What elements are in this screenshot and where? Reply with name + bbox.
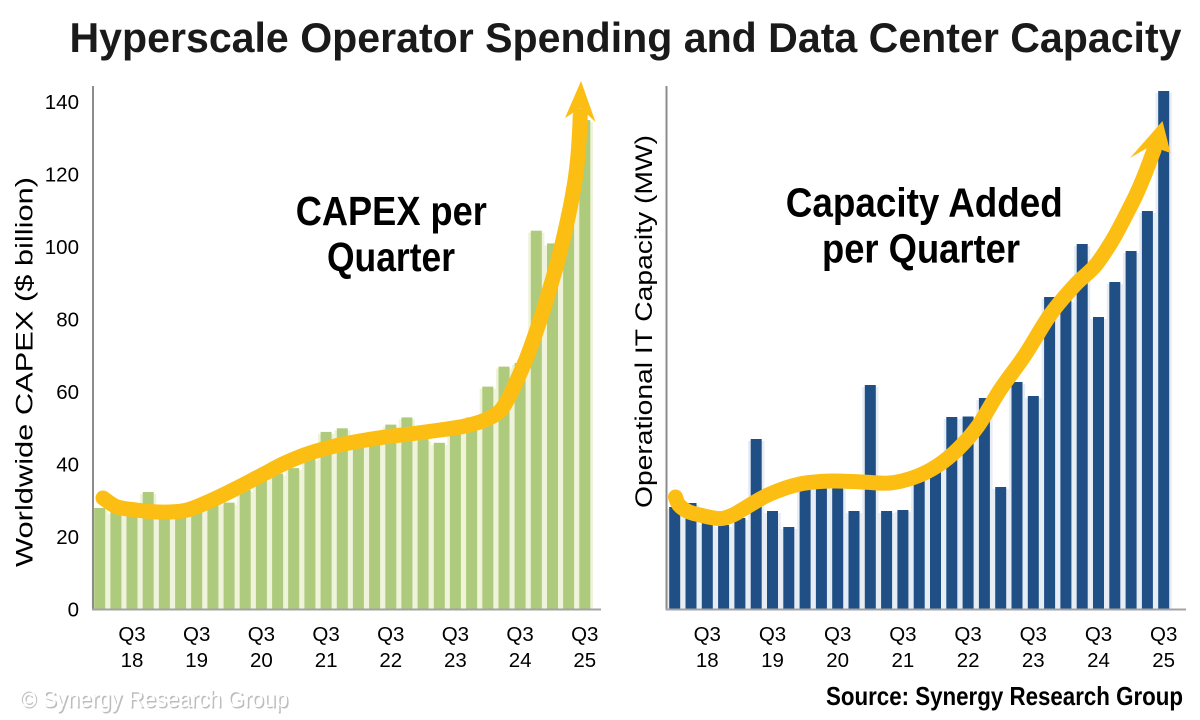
svg-text:18: 18 [696,649,719,672]
svg-text:Q3: Q3 [312,623,339,646]
svg-text:per Quarter: per Quarter [822,226,1020,272]
svg-text:Q3: Q3 [183,623,210,646]
svg-text:22: 22 [379,649,402,672]
svg-text:23: 23 [1022,649,1045,672]
svg-text:Q3: Q3 [442,623,469,646]
svg-text:19: 19 [761,649,784,672]
svg-text:25: 25 [573,649,596,672]
svg-text:20: 20 [56,526,79,549]
svg-text:Source: Synergy Research Group: Source: Synergy Research Group [826,681,1183,711]
svg-text:21: 21 [315,649,338,672]
svg-text:60: 60 [56,381,79,404]
svg-text:Hyperscale Operator Spending a: Hyperscale Operator Spending and Data Ce… [70,14,1183,61]
svg-text:Q3: Q3 [759,623,786,646]
svg-text:18: 18 [121,649,144,672]
svg-text:Q3: Q3 [694,623,721,646]
svg-text:Q3: Q3 [1020,623,1047,646]
svg-text:Quarter: Quarter [327,234,455,280]
svg-text:100: 100 [45,236,79,259]
svg-text:21: 21 [891,649,914,672]
svg-text:Worldwide CAPEX ($ billion): Worldwide CAPEX ($ billion) [12,177,39,567]
svg-text:19: 19 [185,649,208,672]
svg-text:40: 40 [56,454,79,477]
svg-text:Q3: Q3 [954,623,981,646]
svg-text:24: 24 [509,649,532,672]
svg-text:Capacity Added: Capacity Added [786,180,1063,226]
svg-text:Q3: Q3 [248,623,275,646]
svg-text:Q3: Q3 [571,623,598,646]
svg-text:Q3: Q3 [118,623,145,646]
svg-text:© Synergy Research Group: © Synergy Research Group [22,688,290,715]
svg-text:25: 25 [1152,649,1175,672]
svg-text:0: 0 [68,599,79,622]
svg-text:23: 23 [444,649,467,672]
svg-text:140: 140 [45,91,79,114]
svg-text:CAPEX per: CAPEX per [296,188,487,234]
svg-text:Operational IT Capacity (MW): Operational IT Capacity (MW) [631,135,658,508]
svg-text:Q3: Q3 [889,623,916,646]
svg-text:Q3: Q3 [506,623,533,646]
svg-text:Q3: Q3 [1085,623,1112,646]
svg-text:Q3: Q3 [824,623,851,646]
svg-text:© Synergy Research Group: © Synergy Research Group [20,686,288,713]
svg-text:22: 22 [957,649,980,672]
svg-text:20: 20 [826,649,849,672]
svg-text:20: 20 [250,649,273,672]
svg-text:24: 24 [1087,649,1110,672]
svg-text:120: 120 [45,164,79,187]
svg-text:Q3: Q3 [1150,623,1177,646]
svg-text:Q3: Q3 [377,623,404,646]
svg-text:80: 80 [56,309,79,332]
